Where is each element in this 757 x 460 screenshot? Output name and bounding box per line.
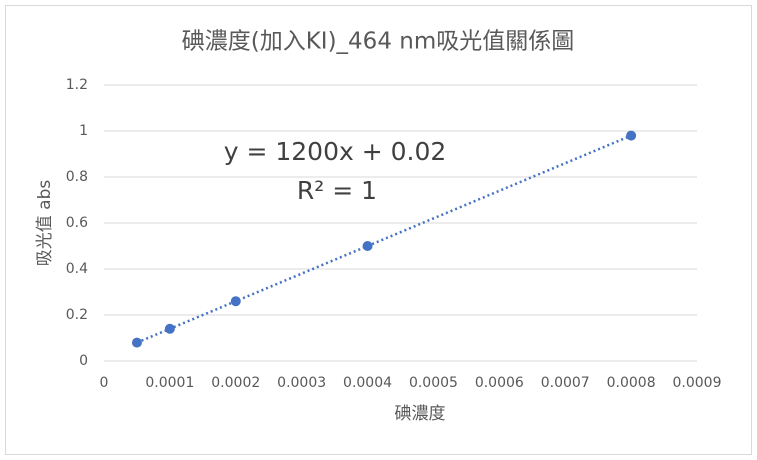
- y-tick-label: 0.4: [66, 261, 88, 277]
- chart-frame: [5, 5, 752, 455]
- data-point: [164, 323, 175, 334]
- x-tick-label: 0.0001: [145, 375, 194, 391]
- x-tick-label: 0.0009: [673, 375, 722, 391]
- y-tick-label: 1: [79, 123, 88, 139]
- y-tick-label: 0.6: [66, 215, 88, 231]
- x-tick-label: 0.0004: [343, 375, 392, 391]
- trendline-equation: y = 1200x + 0.02: [224, 137, 447, 166]
- y-tick-label: 0: [79, 353, 88, 369]
- y-tick-label: 0.2: [66, 307, 88, 323]
- x-tick-label: 0: [100, 375, 109, 391]
- x-axis-label: 碘濃度: [395, 404, 446, 424]
- x-tick-label: 0.0006: [475, 375, 524, 391]
- x-tick-label: 0.0005: [409, 375, 458, 391]
- trendline-r-squared: R² = 1: [297, 176, 377, 205]
- y-tick-label: 0.8: [66, 169, 88, 185]
- data-point: [362, 241, 373, 251]
- y-tick-label: 1.2: [66, 77, 88, 93]
- data-point: [131, 337, 142, 348]
- y-axis-label: 吸光值 abs: [35, 180, 55, 267]
- chart-title: 碘濃度(加入KI)_464 nm吸光值關係圖: [182, 29, 575, 55]
- x-tick-label: 0.0002: [211, 375, 260, 391]
- data-point: [230, 296, 241, 307]
- data-point: [626, 130, 637, 141]
- x-tick-label: 0.0008: [607, 375, 656, 391]
- x-tick-label: 0.0007: [541, 375, 590, 391]
- x-tick-label: 0.0003: [277, 375, 326, 391]
- trendline: [136, 134, 632, 344]
